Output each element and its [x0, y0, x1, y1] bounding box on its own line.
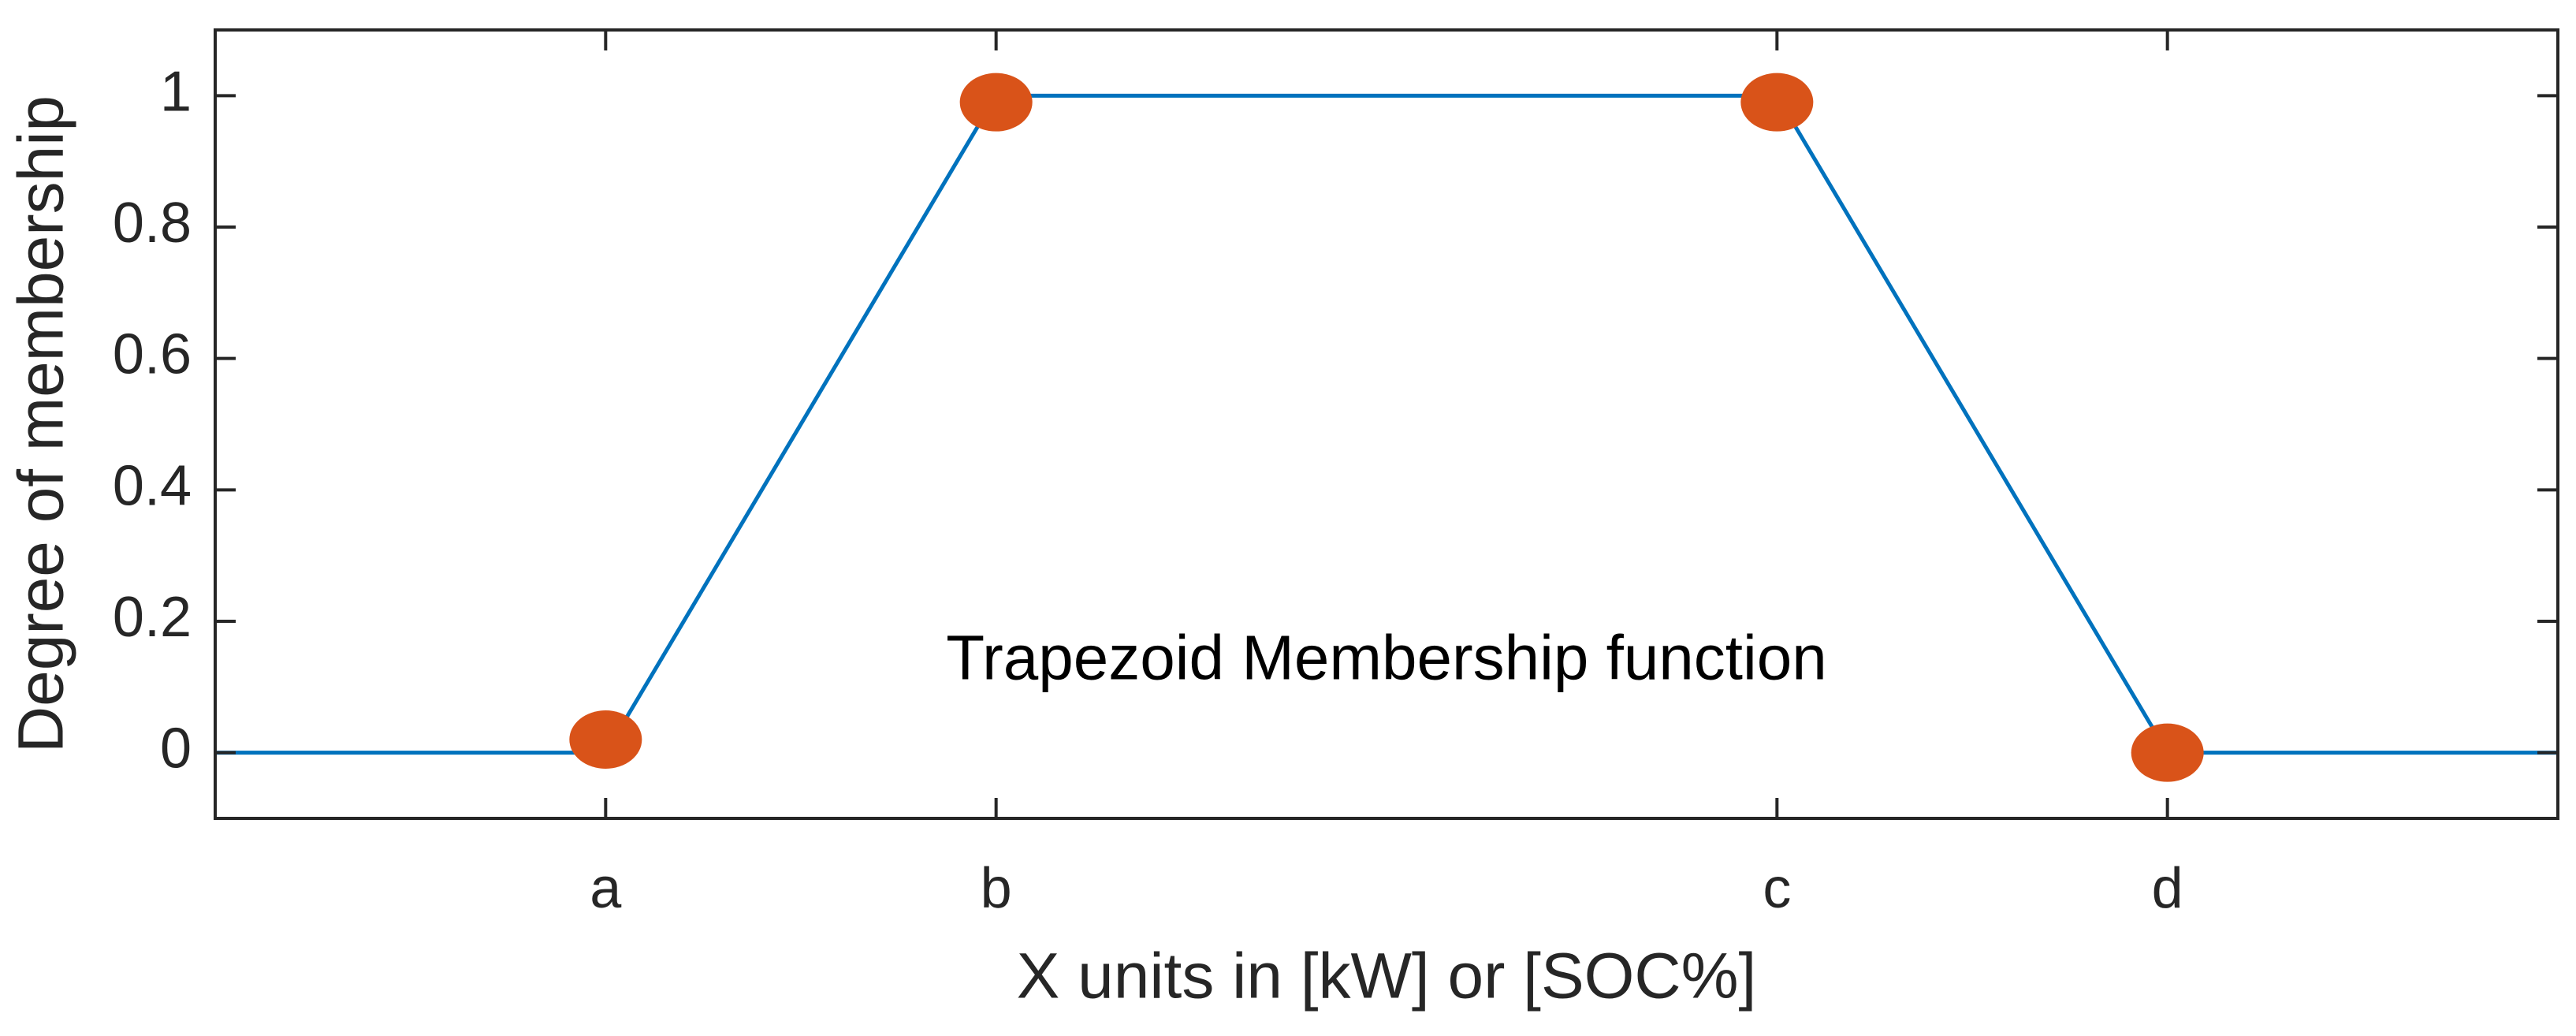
x-tick-label: a [590, 857, 622, 920]
data-line [215, 93, 2558, 755]
marker [959, 73, 1033, 132]
marker [1740, 73, 1814, 132]
x-tick-label: c [1763, 857, 1791, 920]
annotation: Trapezoid Membership function [946, 623, 1827, 693]
y-tick-label: 0.8 [113, 192, 192, 255]
marker [569, 710, 642, 769]
x-tick-label: d [2152, 857, 2183, 920]
y-tick-label: 1 [160, 60, 192, 123]
x-axis-label: X units in [kW] or [SOC%] [1017, 941, 1757, 1012]
y-tick-label: 0.6 [113, 323, 192, 386]
y-axis-label: Degree of membership [6, 95, 77, 753]
y-tick-label: 0.4 [113, 454, 192, 517]
y-tick-label: 0 [160, 717, 192, 781]
marker [2131, 723, 2204, 782]
axes-box [214, 28, 2559, 820]
y-tick-label: 0.2 [113, 586, 192, 649]
x-tick-label: b [981, 857, 1012, 920]
